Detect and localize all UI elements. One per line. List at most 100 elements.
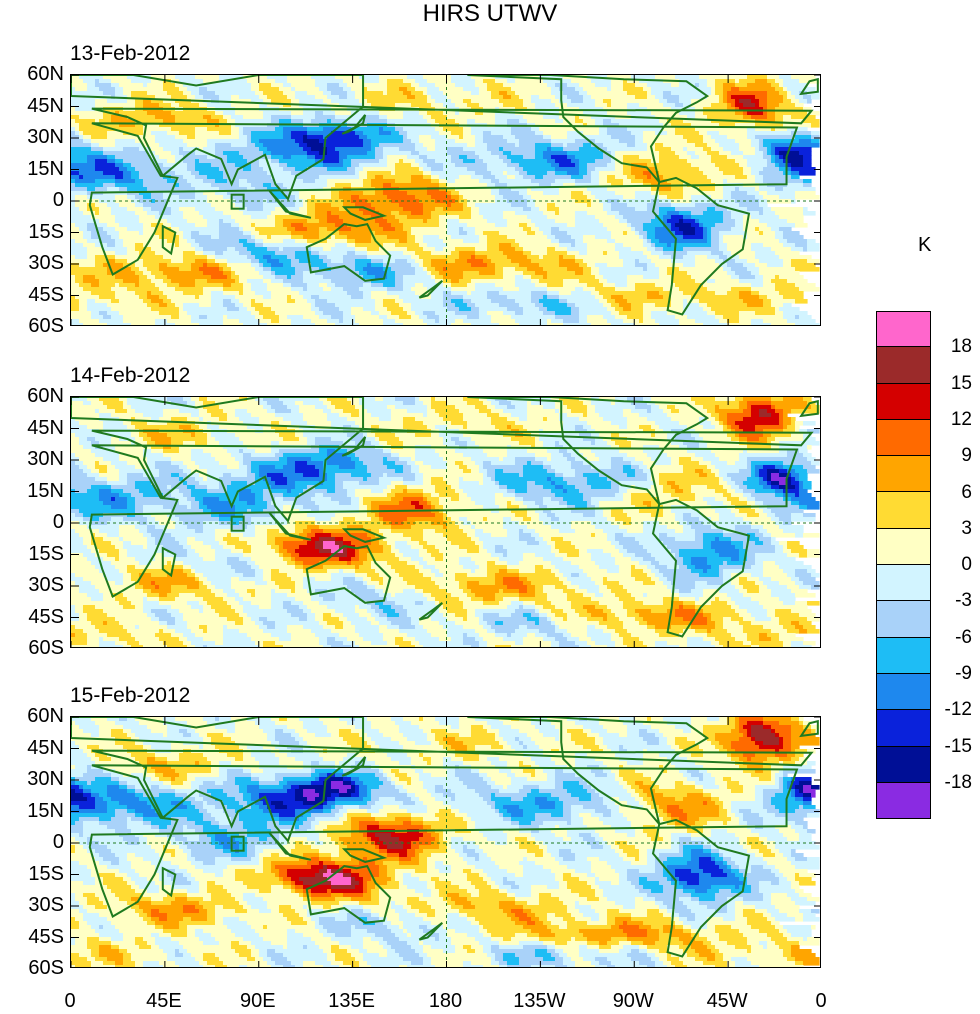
lon-label: 180 — [428, 990, 463, 1012]
lat-label: 45S — [28, 283, 64, 306]
colorbar-swatch — [876, 637, 931, 674]
lat-label: 15S — [28, 862, 64, 885]
panel-1-date: 13-Feb-2012 — [70, 42, 191, 65]
coastline — [71, 717, 814, 843]
colorbar-label: 15 — [950, 372, 972, 394]
coastline — [799, 77, 819, 96]
coastline — [467, 75, 710, 183]
lat-label: 0 — [52, 511, 64, 533]
lat-label: 60N — [27, 385, 64, 407]
coastline — [71, 397, 814, 523]
coastline — [71, 75, 814, 201]
lat-label: 15N — [27, 479, 64, 502]
lon-label: 135E — [328, 990, 375, 1012]
colorbar-label: -9 — [955, 663, 972, 684]
colorbar-swatch — [876, 383, 931, 420]
lon-label: 0 — [64, 990, 76, 1012]
lat-label: 60N — [27, 705, 64, 727]
lat-label: 45N — [27, 94, 64, 117]
coastline — [799, 399, 819, 418]
lat-label: 30N — [27, 126, 64, 148]
colorbar-swatch — [876, 456, 931, 493]
panel-2-map — [70, 396, 821, 648]
panel-2-date: 14-Feb-2012 — [70, 364, 191, 387]
colorbar-swatch — [876, 601, 931, 638]
map-title: HIRS UTWV — [422, 0, 558, 27]
colorbar-swatch — [876, 528, 931, 566]
lat-label: 30N — [27, 448, 64, 470]
colorbar-label: -15 — [944, 735, 972, 757]
lat-label: 45S — [28, 605, 64, 628]
coastline — [268, 189, 312, 219]
lon-label: 45W — [706, 990, 748, 1012]
coastline — [418, 280, 444, 299]
coastline — [341, 206, 388, 221]
coastline — [305, 864, 392, 924]
colorbar-swatch — [876, 492, 931, 529]
colorbar-label: 9 — [961, 445, 972, 467]
colorbar-swatch — [876, 710, 931, 747]
lat-label: 0 — [52, 831, 64, 853]
panel-1-map — [70, 74, 821, 326]
lat-label: 30S — [28, 252, 64, 274]
lon-label: 0 — [815, 990, 827, 1012]
colorbar-label: -6 — [955, 626, 972, 648]
lon-label: 90E — [239, 990, 276, 1012]
coastline — [341, 848, 388, 863]
coastline — [161, 866, 177, 898]
colorbar-swatch — [876, 746, 931, 783]
anomaly-field — [71, 717, 820, 967]
lat-label: 60S — [28, 637, 64, 659]
colorbar-label: -18 — [944, 771, 972, 793]
colorbar-swatch — [876, 311, 931, 348]
colorbar-swatch — [876, 347, 931, 384]
panel-3-map — [70, 716, 821, 968]
coastline — [268, 511, 312, 541]
coastline — [418, 922, 444, 941]
lat-label: 45N — [27, 416, 64, 439]
colorbar-label: 12 — [950, 408, 972, 430]
lat-label: 30S — [28, 574, 64, 596]
coastline — [305, 222, 392, 282]
lat-label: 60S — [28, 315, 64, 337]
anomaly-field — [71, 75, 820, 325]
lon-label: 135W — [513, 990, 566, 1012]
coastline — [88, 764, 799, 918]
lat-label: 60S — [28, 957, 64, 979]
coastline — [161, 546, 177, 578]
coastline — [651, 498, 751, 638]
colorbar-label: 0 — [961, 554, 972, 576]
coastline — [651, 176, 751, 316]
coastline — [88, 444, 799, 598]
coastline — [418, 602, 444, 621]
lat-label: 45N — [27, 736, 64, 759]
island-outline — [230, 835, 245, 852]
coastline — [651, 818, 751, 958]
lat-label: 15N — [27, 157, 64, 180]
coastline — [341, 436, 367, 457]
coastline — [305, 544, 392, 604]
coastline — [341, 756, 367, 777]
coastline — [161, 224, 177, 256]
lat-label: 30N — [27, 768, 64, 790]
lat-label: 30S — [28, 894, 64, 916]
colorbar-label: -12 — [944, 699, 972, 721]
coastline — [268, 831, 312, 861]
coastline — [88, 122, 799, 276]
lat-label: 15S — [28, 542, 64, 565]
coastline — [467, 397, 710, 505]
lat-label: 60N — [27, 63, 64, 85]
colorbar-label: 3 — [961, 517, 972, 539]
coastline — [341, 528, 388, 543]
colorbar — [876, 311, 931, 820]
colorbar-label: 6 — [961, 481, 972, 503]
colorbar-label: 18 — [950, 336, 972, 358]
colorbar-swatch — [876, 782, 931, 820]
coastline — [467, 717, 710, 825]
colorbar-swatch — [876, 565, 931, 602]
coastline — [799, 719, 819, 738]
panel-3-date: 15-Feb-2012 — [70, 684, 191, 707]
colorbar-label: -3 — [955, 590, 972, 612]
lon-label: 45E — [146, 990, 182, 1012]
island-outline — [230, 515, 245, 532]
